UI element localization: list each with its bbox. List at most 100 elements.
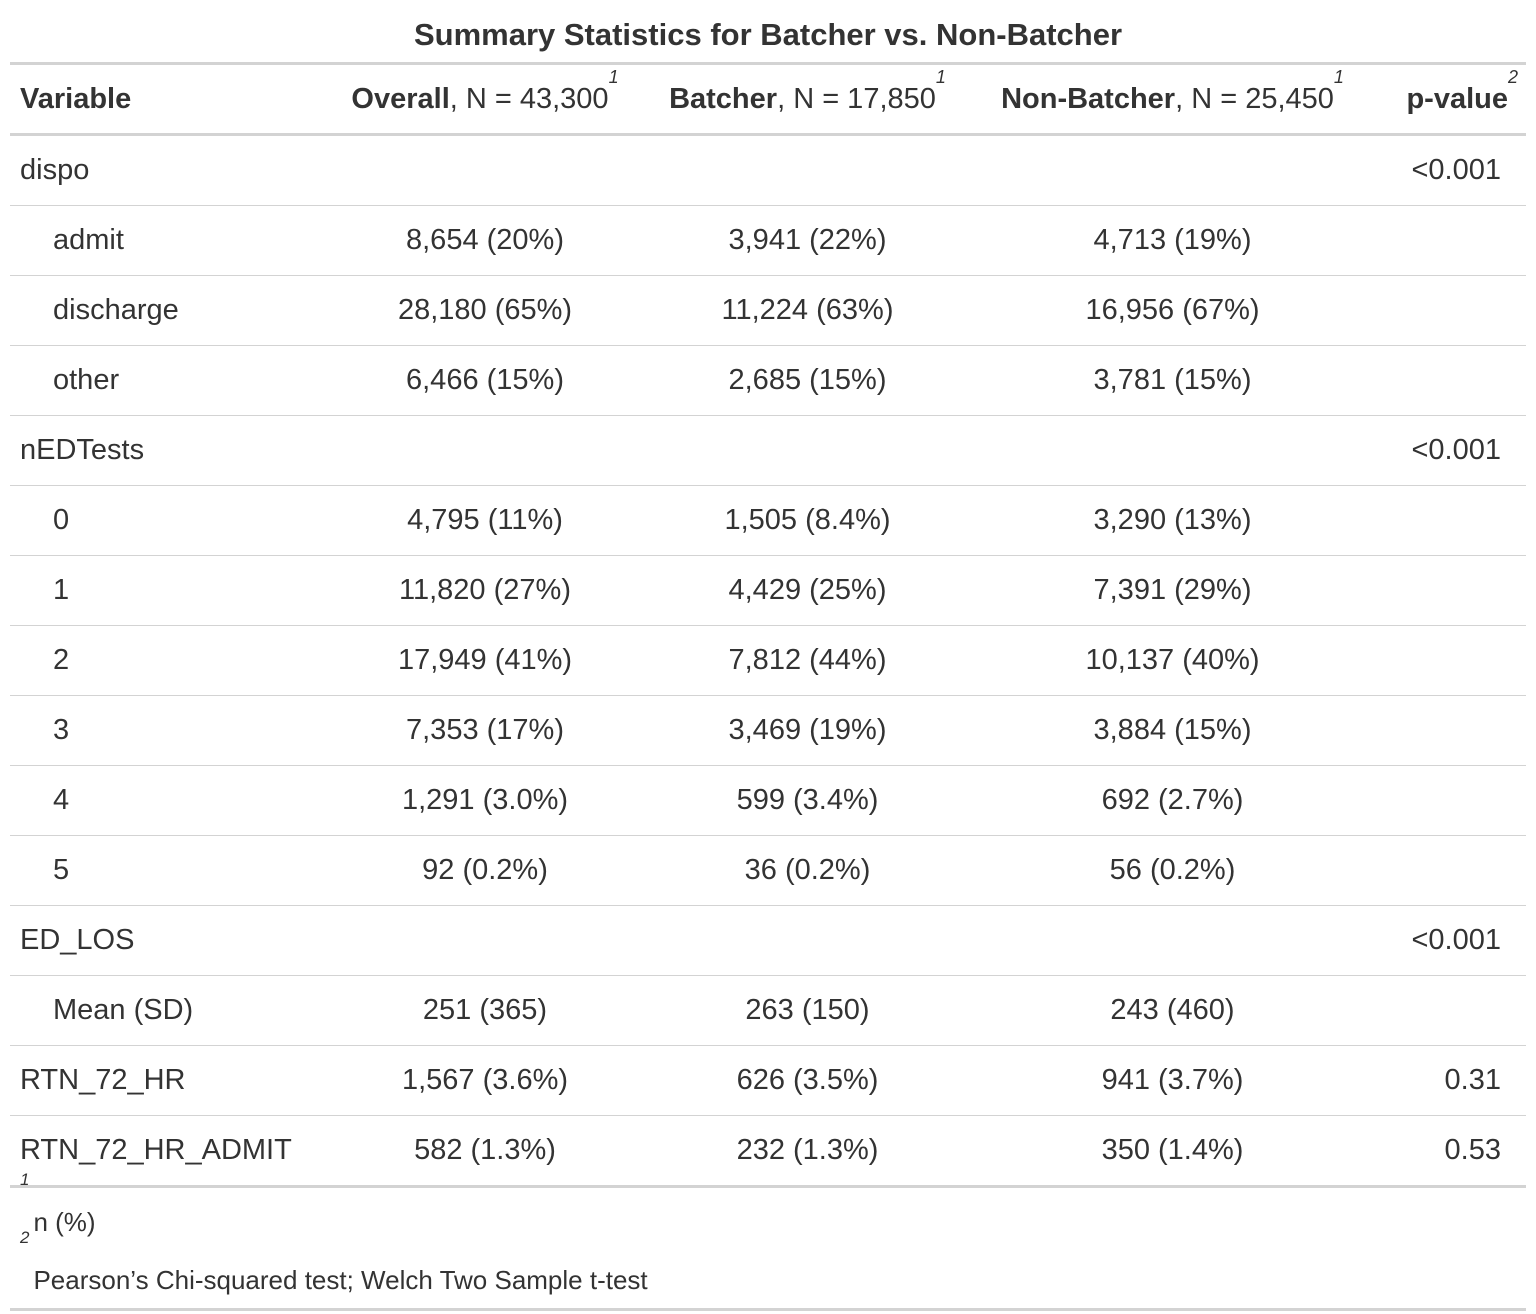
cell-batcher: 11,224 (63%) [650, 275, 965, 346]
footnote-mark: 1 [20, 1170, 30, 1189]
cell-batcher: 626 (3.5%) [650, 1045, 965, 1116]
cell-nonbatcher: 4,713 (19%) [965, 205, 1380, 276]
cell-overall: 582 (1.3%) [320, 1115, 650, 1188]
cell-batcher: 36 (0.2%) [650, 835, 965, 906]
cell-batcher [650, 415, 965, 486]
cell-pvalue [1380, 205, 1526, 276]
table-row: 0 4,795 (11%) 1,505 (8.4%) 3,290 (13%) [10, 485, 1526, 556]
table-row: 1 11,820 (27%) 4,429 (25%) 7,391 (29%) [10, 555, 1526, 626]
table-row: other 6,466 (15%) 2,685 (15%) 3,781 (15%… [10, 345, 1526, 416]
cell-nonbatcher: 3,781 (15%) [965, 345, 1380, 416]
table-row: ED_LOS <0.001 [10, 905, 1526, 976]
cell-batcher: 2,685 (15%) [650, 345, 965, 416]
row-label: 0 [10, 485, 320, 556]
header-overall: Overall, N = 43,3001 [320, 63, 650, 136]
header-batcher: Batcher, N = 17,8501 [650, 63, 965, 136]
row-label: 4 [10, 765, 320, 836]
cell-pvalue: <0.001 [1380, 134, 1526, 206]
cell-pvalue [1380, 625, 1526, 696]
header-nonbatcher: Non-Batcher, N = 25,4501 [965, 63, 1380, 136]
footnote-2: 2Pearson’s Chi-squared test; Welch Two S… [20, 1229, 1526, 1304]
row-label: dispo [10, 134, 320, 206]
cell-overall: 28,180 (65%) [320, 275, 650, 346]
cell-pvalue [1380, 695, 1526, 766]
table-row: admit 8,654 (20%) 3,941 (22%) 4,713 (19%… [10, 205, 1526, 276]
cell-overall: 251 (365) [320, 975, 650, 1046]
cell-nonbatcher: 7,391 (29%) [965, 555, 1380, 626]
cell-pvalue [1380, 485, 1526, 556]
cell-overall: 92 (0.2%) [320, 835, 650, 906]
cell-pvalue [1380, 275, 1526, 346]
cell-nonbatcher: 3,884 (15%) [965, 695, 1380, 766]
table-row: Mean (SD) 251 (365) 263 (150) 243 (460) [10, 975, 1526, 1046]
row-label: nEDTests [10, 415, 320, 486]
cell-nonbatcher: 941 (3.7%) [965, 1045, 1380, 1116]
cell-batcher: 4,429 (25%) [650, 555, 965, 626]
cell-nonbatcher: 3,290 (13%) [965, 485, 1380, 556]
cell-batcher: 7,812 (44%) [650, 625, 965, 696]
row-label: ED_LOS [10, 905, 320, 976]
cell-pvalue [1380, 975, 1526, 1046]
row-label: discharge [10, 275, 320, 346]
cell-pvalue [1380, 835, 1526, 906]
table-title: Summary Statistics for Batcher vs. Non-B… [413, 17, 1123, 52]
row-label: RTN_72_HR_ADMIT [10, 1115, 320, 1188]
summary-table-container: Summary Statistics for Batcher vs. Non-B… [10, 0, 1526, 1311]
cell-nonbatcher [965, 905, 1380, 976]
row-label: 3 [10, 695, 320, 766]
table-row: RTN_72_HR 1,567 (3.6%) 626 (3.5%) 941 (3… [10, 1045, 1526, 1116]
cell-overall: 7,353 (17%) [320, 695, 650, 766]
header-pvalue: p-value2 [1380, 63, 1526, 136]
cell-pvalue [1380, 555, 1526, 626]
cell-batcher [650, 905, 965, 976]
table-row: 4 1,291 (3.0%) 599 (3.4%) 692 (2.7%) [10, 765, 1526, 836]
table-row: 2 17,949 (41%) 7,812 (44%) 10,137 (40%) [10, 625, 1526, 696]
cell-pvalue: <0.001 [1380, 905, 1526, 976]
cell-batcher: 263 (150) [650, 975, 965, 1046]
cell-overall: 4,795 (11%) [320, 485, 650, 556]
cell-nonbatcher [965, 134, 1380, 206]
row-label: 2 [10, 625, 320, 696]
row-label: 1 [10, 555, 320, 626]
row-label: RTN_72_HR [10, 1045, 320, 1116]
table-row: nEDTests <0.001 [10, 415, 1526, 486]
footnote-mark: 2 [20, 1228, 30, 1247]
cell-batcher [650, 134, 965, 206]
row-label: admit [10, 205, 320, 276]
cell-overall [320, 905, 650, 976]
cell-nonbatcher: 243 (460) [965, 975, 1380, 1046]
cell-overall [320, 415, 650, 486]
cell-pvalue: <0.001 [1380, 415, 1526, 486]
header-variable: Variable [10, 63, 320, 136]
cell-overall: 6,466 (15%) [320, 345, 650, 416]
row-label: Mean (SD) [10, 975, 320, 1046]
table-row: discharge 28,180 (65%) 11,224 (63%) 16,9… [10, 275, 1526, 346]
cell-overall: 1,567 (3.6%) [320, 1045, 650, 1116]
table-row: 3 7,353 (17%) 3,469 (19%) 3,884 (15%) [10, 695, 1526, 766]
cell-pvalue [1380, 345, 1526, 416]
footnote-1: 1n (%) [20, 1171, 1526, 1246]
cell-overall: 8,654 (20%) [320, 205, 650, 276]
table-row: dispo <0.001 [10, 134, 1526, 206]
cell-pvalue: 0.31 [1380, 1045, 1526, 1116]
cell-nonbatcher: 56 (0.2%) [965, 835, 1380, 906]
cell-batcher: 3,469 (19%) [650, 695, 965, 766]
summary-table: Variable Overall, N = 43,3001 Batcher, N… [10, 62, 1526, 1188]
cell-batcher: 3,941 (22%) [650, 205, 965, 276]
footnote-text: n (%) [33, 1207, 96, 1237]
cell-batcher: 232 (1.3%) [650, 1115, 965, 1188]
cell-overall: 11,820 (27%) [320, 555, 650, 626]
cell-nonbatcher: 350 (1.4%) [965, 1115, 1380, 1188]
cell-nonbatcher: 16,956 (67%) [965, 275, 1380, 346]
row-label: 5 [10, 835, 320, 906]
cell-pvalue: 0.53 [1380, 1115, 1526, 1188]
table-row: 5 92 (0.2%) 36 (0.2%) 56 (0.2%) [10, 835, 1526, 906]
header-row: Variable Overall, N = 43,3001 Batcher, N… [10, 63, 1526, 136]
cell-overall: 1,291 (3.0%) [320, 765, 650, 836]
footnotes: 1n (%) 2Pearson’s Chi-squared test; Welc… [10, 1171, 1526, 1311]
cell-nonbatcher: 692 (2.7%) [965, 765, 1380, 836]
cell-overall [320, 134, 650, 206]
cell-nonbatcher: 10,137 (40%) [965, 625, 1380, 696]
cell-overall: 17,949 (41%) [320, 625, 650, 696]
cell-batcher: 599 (3.4%) [650, 765, 965, 836]
